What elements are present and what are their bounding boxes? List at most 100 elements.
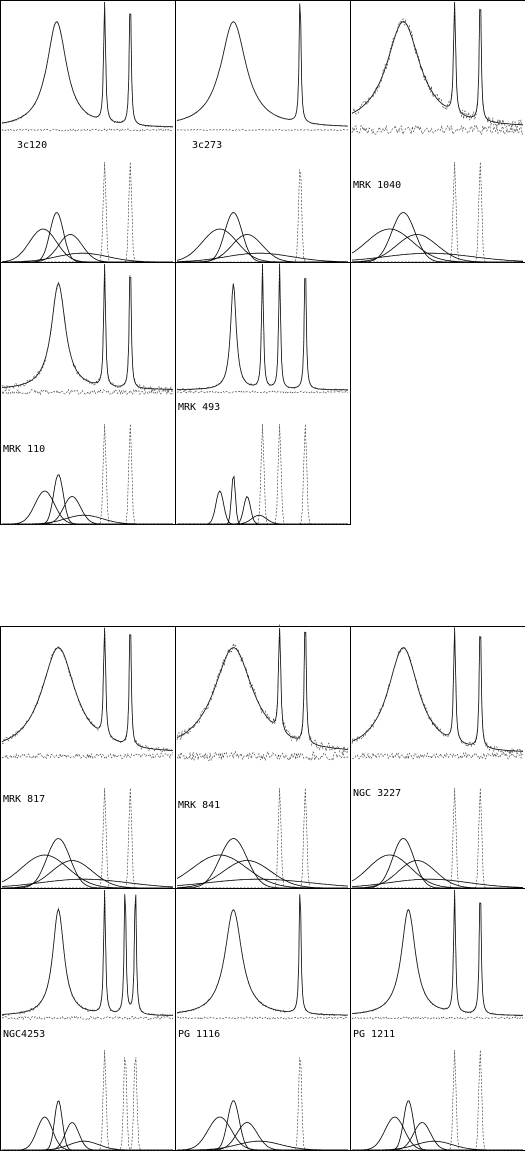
panel-frame xyxy=(350,888,525,1151)
residual xyxy=(176,390,349,394)
panel: MRK 110 xyxy=(0,262,176,525)
component xyxy=(352,838,523,889)
model-spectrum xyxy=(351,889,523,1016)
observed-spectrum xyxy=(1,626,173,753)
panel-frame xyxy=(175,0,351,263)
model-spectrum xyxy=(351,1,524,126)
narrow-component xyxy=(177,169,348,263)
component xyxy=(351,854,523,889)
component xyxy=(2,252,173,263)
component xyxy=(176,878,349,887)
panel-frame xyxy=(0,262,176,525)
narrow-component xyxy=(2,1049,173,1151)
panel-label: MRK 493 xyxy=(178,402,220,413)
model-spectrum xyxy=(1,263,173,390)
panel: NGC 3227 xyxy=(350,626,525,889)
component xyxy=(177,475,348,525)
panel-frame xyxy=(175,262,351,525)
panel-label: MRK 1040 xyxy=(353,180,401,191)
model-spectrum xyxy=(176,894,348,1016)
panel-label: PG 1211 xyxy=(353,1029,395,1040)
narrow-component xyxy=(352,161,523,263)
narrow-component xyxy=(352,1049,523,1151)
panel-frame xyxy=(175,888,351,1151)
component xyxy=(2,838,173,889)
narrow-component xyxy=(177,423,348,525)
component xyxy=(177,252,348,263)
observed-spectrum xyxy=(1,2,174,129)
observed-spectrum xyxy=(351,626,524,755)
component xyxy=(177,838,348,889)
residual xyxy=(1,752,174,760)
observed-spectrum xyxy=(176,894,349,1017)
component xyxy=(1,228,173,263)
model-spectrum xyxy=(2,889,173,1016)
component xyxy=(2,234,173,263)
component xyxy=(176,1116,348,1151)
component xyxy=(352,212,523,263)
residual xyxy=(351,124,524,136)
component xyxy=(177,234,348,263)
residual xyxy=(351,1016,524,1020)
residual xyxy=(1,388,174,396)
observed-spectrum xyxy=(351,889,524,1017)
residual xyxy=(177,1016,349,1020)
panel-frame xyxy=(0,0,176,263)
panel-label: NGC 3227 xyxy=(353,788,401,799)
narrow-component xyxy=(2,161,173,263)
panel: NGC4253 xyxy=(0,888,176,1151)
component xyxy=(177,490,348,525)
component xyxy=(2,496,173,525)
narrow-component xyxy=(2,423,173,525)
observed-spectrum xyxy=(2,890,174,1017)
component xyxy=(352,1122,523,1151)
observed-spectrum xyxy=(176,623,349,755)
component xyxy=(351,252,523,262)
component xyxy=(2,1140,173,1151)
panel-frame xyxy=(0,888,176,1151)
component xyxy=(2,1100,173,1151)
panel: PG 1116 xyxy=(175,888,351,1151)
observed-spectrum xyxy=(176,3,349,127)
component xyxy=(351,878,524,888)
panel: MRK 817 xyxy=(0,626,176,889)
observed-spectrum xyxy=(1,264,174,393)
residual xyxy=(352,751,524,760)
panel-frame xyxy=(0,626,176,889)
residual xyxy=(1,1015,174,1020)
model-spectrum xyxy=(177,263,348,391)
component xyxy=(1,878,174,888)
panel: MRK 493 xyxy=(175,262,351,525)
panel-label: MRK 817 xyxy=(3,794,45,805)
observed-spectrum xyxy=(351,5,524,129)
component xyxy=(1,854,173,889)
model-spectrum xyxy=(351,627,523,752)
component xyxy=(2,212,173,263)
model-spectrum xyxy=(176,627,348,750)
component xyxy=(177,1100,348,1151)
model-spectrum xyxy=(1,627,174,751)
component xyxy=(177,212,348,263)
residual xyxy=(176,750,349,762)
panel: MRK 1040 xyxy=(350,0,525,263)
panel: MRK 841 xyxy=(175,623,351,889)
panel-frame xyxy=(350,626,525,889)
narrow-component xyxy=(177,423,348,525)
narrow-component xyxy=(177,1057,348,1151)
component xyxy=(177,514,348,525)
panel-label: MRK 841 xyxy=(178,800,220,811)
panel-label: PG 1116 xyxy=(178,1029,220,1040)
panel: 3c120 xyxy=(0,0,176,263)
residual xyxy=(176,129,349,131)
narrow-component xyxy=(352,1049,523,1151)
panel: 3c273 xyxy=(175,0,351,263)
panel-label: 3c273 xyxy=(192,140,222,151)
narrow-component xyxy=(2,1057,173,1151)
residual xyxy=(1,128,174,132)
model-spectrum xyxy=(176,3,349,127)
narrow-component xyxy=(2,423,173,525)
component xyxy=(177,495,348,525)
panel-label: MRK 110 xyxy=(3,444,45,455)
panel-frame xyxy=(350,0,525,263)
